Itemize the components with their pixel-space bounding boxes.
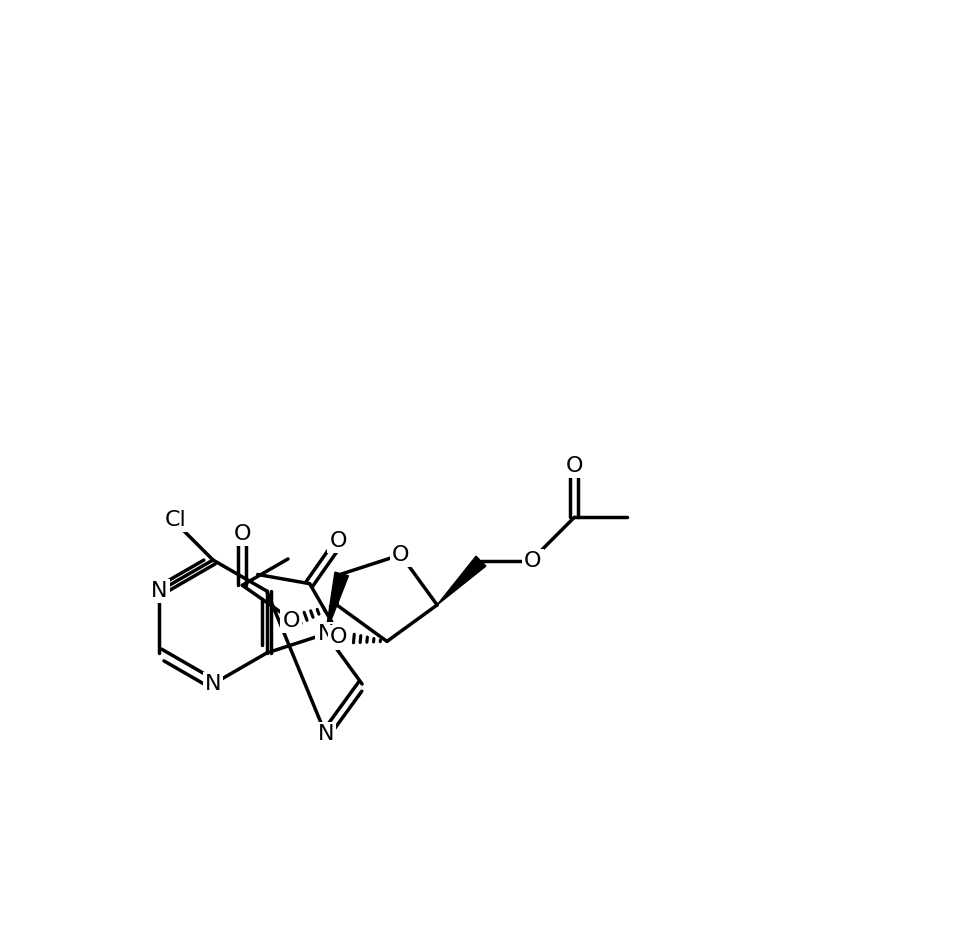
Text: O: O — [330, 628, 347, 647]
Polygon shape — [326, 572, 349, 634]
Text: N: N — [151, 581, 167, 601]
Text: O: O — [524, 551, 541, 571]
Polygon shape — [437, 556, 486, 604]
Text: O: O — [282, 611, 300, 631]
Text: N: N — [317, 724, 334, 744]
Text: O: O — [329, 531, 347, 551]
Text: O: O — [566, 456, 583, 475]
Text: O: O — [392, 545, 409, 565]
Text: N: N — [317, 624, 334, 644]
Text: O: O — [233, 524, 251, 544]
Text: N: N — [205, 674, 221, 694]
Text: Cl: Cl — [164, 510, 186, 530]
